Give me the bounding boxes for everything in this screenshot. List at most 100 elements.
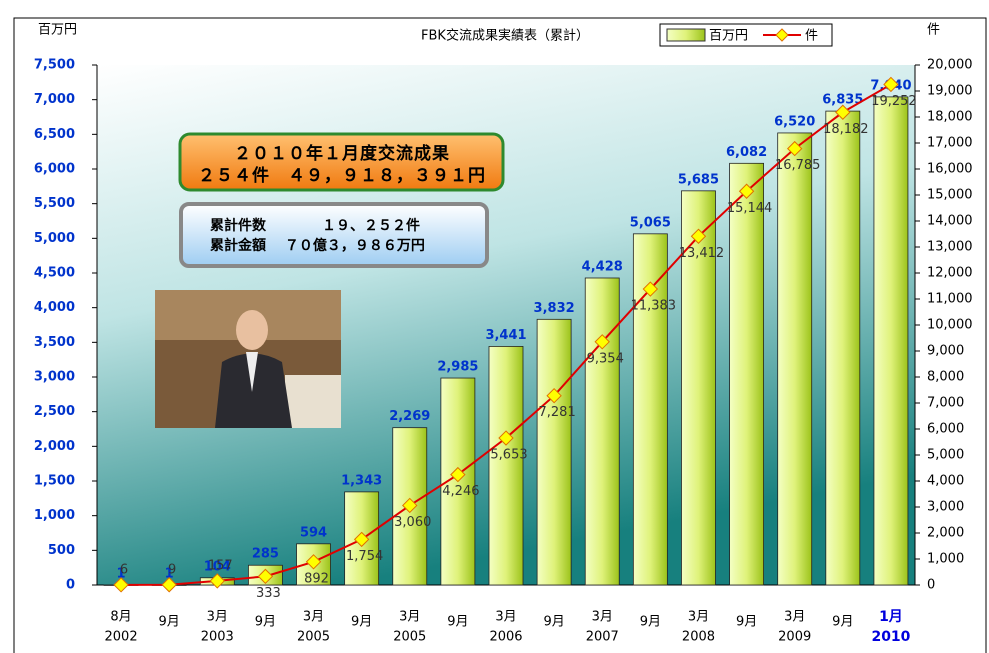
line-label: 19,252 [871, 94, 917, 109]
marker [883, 76, 899, 93]
bar [873, 96, 909, 586]
x-tick-year: 2009 [778, 630, 811, 645]
bar-label: 285 [252, 547, 279, 562]
bar [584, 277, 620, 586]
legend-label: 件 [805, 29, 818, 44]
y2-tick-label: 11,000 [927, 292, 973, 307]
x-tick-year: 2005 [297, 630, 330, 645]
y-tick-label: 2,000 [34, 439, 75, 454]
marker [642, 281, 659, 297]
x-tick-label: 3月 [688, 610, 709, 625]
y-tick-label: 6,500 [34, 127, 75, 142]
line-label: 13,412 [679, 246, 725, 261]
photo-head [236, 310, 268, 350]
y2-tick-label: 7,000 [927, 396, 964, 411]
summary-box: 累計件数 １９、２５２件 累計金額 ７０億３，９８６万円 [179, 202, 489, 268]
y2-tick-label: 3,000 [927, 500, 964, 515]
y2-tick-label: 5,000 [927, 448, 964, 463]
y2-tick-label: 16,000 [927, 162, 973, 177]
line-label: 16,785 [775, 158, 821, 173]
marker [450, 466, 466, 483]
y-tick-label: 5,000 [34, 231, 75, 246]
y-tick-label: 7,000 [34, 92, 75, 107]
bar-label: 6,520 [774, 114, 815, 129]
x-tick-year: 2006 [489, 630, 522, 645]
legend-swatch [666, 28, 706, 42]
bar-label: 6,082 [726, 145, 767, 160]
line-label: 157 [208, 558, 233, 573]
y2-tick-label: 14,000 [927, 214, 973, 229]
bar-label: 2,985 [437, 360, 478, 375]
y-tick-label: 2,500 [34, 404, 75, 419]
y-tick-label: 4,500 [34, 266, 75, 281]
x-tick-label: 9月 [447, 615, 468, 630]
marker [690, 228, 707, 244]
y2-tick-label: 2,000 [927, 526, 964, 541]
x-tick-label: 1月 [879, 609, 903, 625]
line-label: 4,246 [442, 484, 479, 499]
bar-label: 1 [165, 566, 174, 581]
y-tick-label: 7,500 [34, 58, 75, 73]
summary-text: 累計金額 ７０億３，９８６万円 [210, 237, 425, 254]
x-tick-label: 9月 [640, 615, 661, 630]
y2-tick-label: 13,000 [927, 240, 973, 255]
y-tick-label: 1,500 [34, 474, 75, 489]
marker [738, 183, 755, 199]
marker [594, 334, 610, 350]
marker [161, 577, 177, 593]
x-tick-label: 9月 [832, 615, 853, 630]
x-tick-label: 3月 [303, 610, 324, 625]
y2-axis-label: 件 [927, 23, 940, 38]
line-label: 333 [256, 586, 281, 601]
marker [305, 554, 322, 570]
highlight-text: ２５４件 ４９，９１８，３９１円 [198, 165, 486, 186]
line-label: 892 [304, 571, 329, 586]
bar-label: 1 [117, 566, 126, 581]
bar [488, 346, 524, 586]
x-tick-year: 2010 [871, 629, 910, 645]
photo-body [215, 353, 292, 428]
marker [209, 573, 226, 589]
marker [353, 531, 370, 548]
chart-title: FBK交流成果実績表（累計） [421, 28, 589, 44]
bar-label: 5,685 [678, 172, 719, 187]
line-label: 18,182 [823, 122, 869, 137]
x-tick-label: 3月 [592, 610, 613, 625]
bar-label: 104 [204, 559, 231, 574]
y-tick-label: 3,000 [34, 370, 75, 385]
y-tick-label: 3,500 [34, 335, 75, 350]
summary-text: 累計件数 １９、２５２件 [210, 217, 420, 234]
x-tick-year: 2005 [393, 630, 426, 645]
y2-tick-label: 10,000 [927, 318, 973, 333]
x-tick-label: 9月 [736, 615, 757, 630]
x-tick-year: 2002 [105, 630, 138, 645]
y-tick-label: 4,000 [34, 300, 75, 315]
photo-shirt [246, 352, 258, 392]
x-tick-label: 9月 [159, 615, 180, 630]
highlight-rect [178, 132, 505, 192]
y-tick-label: 1,000 [34, 508, 75, 523]
x-tick-label: 3月 [399, 610, 420, 625]
photo-podium [285, 375, 341, 428]
bar [536, 318, 572, 586]
line-label: 9,354 [587, 351, 624, 366]
line-label: 9 [168, 562, 176, 577]
bar-label: 6,835 [822, 93, 863, 108]
bar [777, 132, 813, 586]
line-label: 1,754 [346, 549, 383, 564]
legend: 百万円 件 [659, 23, 833, 47]
y2-tick-label: 17,000 [927, 136, 973, 151]
bar-label: 1,343 [341, 473, 382, 488]
bar-label: 3,441 [485, 328, 526, 343]
bar-label: 594 [300, 525, 327, 540]
bar [729, 162, 764, 586]
y2-tick-label: 12,000 [927, 266, 973, 281]
y-tick-label: 0 [66, 578, 75, 593]
highlight-text: ２０１０年１月度交流成果 [234, 143, 450, 164]
x-tick-label: 3月 [784, 610, 805, 625]
marker [113, 577, 129, 593]
marker [786, 140, 803, 157]
bar-label: 5,065 [630, 215, 671, 230]
marker [402, 497, 418, 514]
